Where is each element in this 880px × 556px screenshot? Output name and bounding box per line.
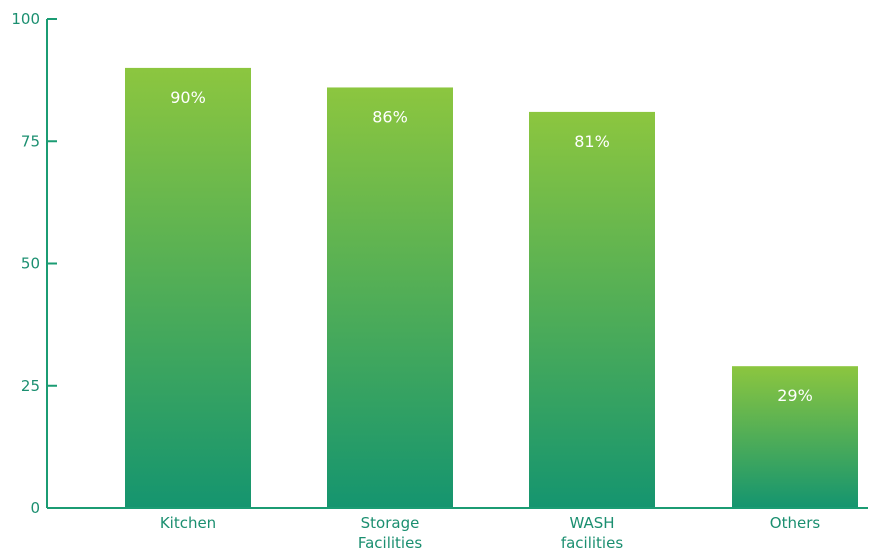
category-label: WASH facilities [561,514,623,552]
y-axis: 0 25 50 75 100 [11,10,57,517]
data-label: 81% [574,132,610,151]
y-tick-label: 100 [11,10,40,28]
bars [125,67,858,508]
data-label: 86% [372,107,408,126]
category-label: Storage Facilities [358,514,422,552]
y-tick-label: 0 [30,499,40,517]
category-label: Others [770,514,821,532]
y-tick-label: 50 [21,255,40,273]
category-label: Kitchen [160,514,216,532]
bar [732,366,858,507]
data-labels: 90% 86% 81% 29% [170,88,813,405]
y-tick-label: 75 [21,132,40,150]
data-label: 29% [777,386,813,405]
bar [125,67,251,508]
category-labels: Kitchen Storage Facilities WASH facilities Ot… [160,514,821,552]
data-label: 90% [170,88,206,107]
bar [327,87,453,508]
y-tick-label: 25 [21,377,40,395]
bar [529,111,655,507]
